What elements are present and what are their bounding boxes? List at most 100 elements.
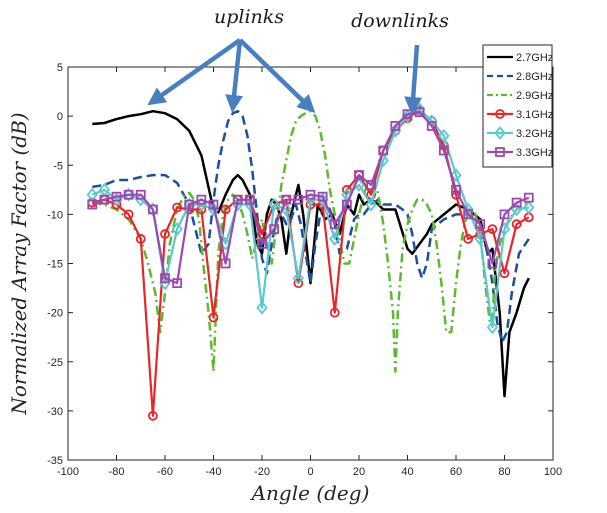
data-point: [366, 179, 377, 190]
data-point: [329, 219, 340, 230]
data-point: [171, 222, 183, 237]
y-tick-label: 0: [57, 111, 63, 123]
data-point: [220, 258, 231, 269]
data-point: [135, 189, 146, 200]
data-point: [172, 278, 183, 289]
annotation-label: uplinks: [214, 6, 284, 28]
legend-entry: 2.9GHz: [487, 90, 553, 102]
annotation-layer: uplinks downlinks: [147, 6, 449, 115]
data-point: [317, 191, 328, 202]
legend-label: 3.2GHz: [516, 128, 553, 140]
data-point: [463, 209, 474, 220]
data-point: [438, 145, 449, 156]
data-point: [135, 234, 146, 244]
legend-label: 2.7GHz: [516, 52, 553, 64]
data-point: [99, 194, 110, 205]
legend-entry: 3.1GHz: [487, 109, 553, 121]
data-point: [487, 224, 498, 235]
x-tick-label: -80: [109, 466, 125, 478]
data-point: [208, 312, 219, 323]
series-2.9GHz: [92, 109, 530, 373]
data-point: [195, 197, 208, 212]
x-tick-label: -100: [57, 466, 79, 478]
legend-entry: 2.8GHz: [487, 71, 553, 83]
data-point: [159, 276, 171, 291]
data-point: [123, 209, 134, 220]
data-point: [523, 192, 534, 203]
x-tick-label: 60: [450, 466, 462, 478]
data-point: [123, 189, 134, 200]
data-point: [426, 121, 437, 131]
data-point: [365, 197, 377, 212]
data-point: [451, 184, 461, 195]
data-point: [122, 187, 135, 202]
legend-marker: [494, 126, 506, 140]
y-axis-label: Normalized Array Factor (dB): [7, 112, 31, 415]
data-point: [232, 194, 243, 205]
series-line: [91, 111, 530, 285]
data-point: [184, 199, 195, 210]
data-point: [244, 197, 256, 212]
data-point: [390, 121, 401, 131]
data-point: [511, 197, 522, 208]
data-point: [487, 258, 498, 269]
annotation-arrow: [238, 38, 316, 113]
series-2.8GHz: [92, 109, 530, 344]
y-tick-label: -35: [47, 455, 63, 467]
data-point: [486, 320, 499, 335]
data-point: [316, 192, 329, 207]
legend-entry: 2.7GHz: [487, 52, 553, 64]
x-tick-label: 100: [544, 466, 562, 478]
data-point: [354, 170, 364, 180]
data-point: [341, 199, 352, 210]
x-tick-label: 40: [401, 466, 413, 478]
data-point: [268, 197, 280, 212]
data-point: [160, 229, 170, 239]
annotation-label: downlinks: [351, 10, 449, 32]
x-tick-label: 80: [498, 466, 510, 478]
data-point: [257, 238, 267, 249]
series-layer: [86, 102, 535, 421]
data-point: [304, 192, 317, 207]
data-point: [475, 219, 486, 230]
plot-area: [68, 67, 553, 460]
data-point: [389, 123, 402, 138]
series-line: [92, 109, 530, 344]
data-point: [463, 234, 474, 244]
data-point: [511, 219, 522, 230]
annotation-arrow: [404, 44, 423, 115]
data-point: [499, 268, 510, 279]
data-point: [438, 128, 450, 143]
x-tick-label: -40: [206, 466, 222, 478]
data-point: [196, 194, 207, 205]
data-point: [450, 168, 462, 182]
annotation-arrow: [147, 38, 242, 106]
annotation-arrow: [225, 39, 244, 114]
y-tick-label: -20: [47, 308, 63, 320]
data-point: [220, 204, 231, 215]
data-point: [257, 229, 267, 239]
legend-marker: [495, 147, 505, 157]
data-point: [329, 307, 340, 318]
data-point: [292, 271, 305, 286]
y-tick-label: -10: [47, 209, 63, 221]
data-point: [269, 224, 280, 235]
legend-label: 2.8GHz: [516, 71, 553, 83]
data-point: [510, 202, 523, 217]
data-point: [329, 232, 341, 246]
data-point: [305, 189, 316, 200]
data-point: [244, 194, 255, 205]
series-line: [92, 109, 530, 373]
x-tick-label: -60: [157, 466, 173, 478]
series-3.3GHz: [87, 107, 534, 289]
legend-entry: 3.2GHz: [487, 126, 553, 140]
legend-marker: [495, 109, 505, 119]
data-point: [208, 199, 219, 210]
legend-entry: 3.3GHz: [487, 147, 553, 159]
legend-label: 3.3GHz: [516, 147, 553, 159]
data-point: [378, 145, 389, 156]
data-point: [147, 204, 158, 215]
x-tick-label: 0: [307, 466, 313, 478]
data-point: [232, 197, 244, 212]
data-point: [172, 202, 183, 213]
